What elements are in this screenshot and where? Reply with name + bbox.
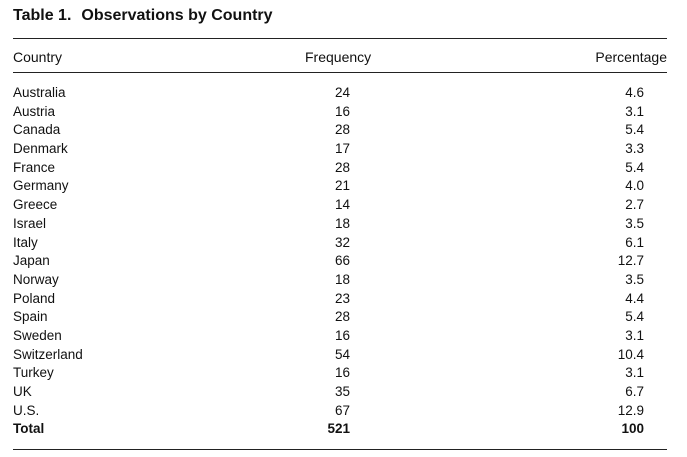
percentage-cell: 4.4 bbox=[625, 290, 644, 306]
percentage-cell: 10.4 bbox=[617, 346, 644, 362]
frequency-cell: 21 bbox=[334, 178, 350, 194]
country-cell: Denmark bbox=[13, 141, 68, 157]
table-row: Poland 23 4.4 bbox=[0, 290, 687, 309]
country-cell: U.S. bbox=[13, 402, 40, 418]
header-country: Country bbox=[13, 49, 63, 65]
table-row: Japan 66 12.7 bbox=[0, 252, 687, 271]
frequency-cell: 16 bbox=[334, 365, 350, 381]
country-cell: Switzerland bbox=[13, 346, 83, 362]
table-row: Switzerland 54 10.4 bbox=[0, 346, 687, 365]
frequency-cell: 16 bbox=[334, 103, 350, 119]
table-row: Austria 16 3.1 bbox=[0, 103, 687, 122]
header-frequency: Frequency bbox=[305, 49, 372, 65]
table-number: Table 1. bbox=[13, 7, 72, 24]
country-cell: France bbox=[13, 159, 56, 175]
table-row: Australia 24 4.6 bbox=[0, 84, 687, 103]
table-row: Denmark 17 3.3 bbox=[0, 140, 687, 159]
table-row: Canada 28 5.4 bbox=[0, 121, 687, 140]
frequency-cell: 28 bbox=[334, 309, 350, 325]
table-title: Table 1. Observations by Country bbox=[13, 7, 273, 25]
percentage-cell: 3.5 bbox=[625, 215, 644, 231]
table-row: Spain 28 5.4 bbox=[0, 308, 687, 327]
country-cell: Canada bbox=[13, 122, 61, 138]
bottom-rule bbox=[13, 449, 667, 450]
country-cell: Italy bbox=[13, 234, 38, 250]
top-rule bbox=[13, 38, 667, 39]
total-label: Total bbox=[13, 421, 45, 437]
percentage-cell: 4.6 bbox=[625, 85, 644, 100]
percentage-cell: 6.7 bbox=[625, 384, 644, 399]
percentage-cell: 3.3 bbox=[625, 141, 644, 157]
table-row: Germany 21 4.0 bbox=[0, 177, 687, 196]
table-row: U.S. 67 12.9 bbox=[0, 402, 687, 421]
header-rule bbox=[13, 72, 667, 73]
header-percentage: Percentage bbox=[595, 49, 667, 65]
total-percentage: 100 bbox=[621, 421, 644, 437]
table-body: Australia 24 4.6 Austria 16 3.1 Canada 28 5.4 … bbox=[0, 84, 687, 439]
frequency-cell: 54 bbox=[334, 346, 350, 362]
table-row: France 28 5.4 bbox=[0, 159, 687, 178]
frequency-cell: 18 bbox=[334, 271, 350, 287]
country-cell: Australia bbox=[13, 85, 66, 100]
frequency-cell: 35 bbox=[334, 384, 350, 399]
country-cell: Turkey bbox=[13, 365, 54, 381]
frequency-cell: 18 bbox=[334, 215, 350, 231]
percentage-cell: 5.4 bbox=[625, 159, 644, 175]
frequency-cell: 67 bbox=[334, 402, 350, 418]
frequency-cell: 28 bbox=[334, 122, 350, 138]
frequency-cell: 66 bbox=[334, 253, 350, 269]
percentage-cell: 3.1 bbox=[625, 365, 644, 381]
table-row: Turkey 16 3.1 bbox=[0, 364, 687, 383]
country-cell: Sweden bbox=[13, 327, 62, 343]
frequency-cell: 16 bbox=[334, 327, 350, 343]
country-cell: UK bbox=[13, 384, 32, 399]
country-cell: Norway bbox=[13, 271, 59, 287]
percentage-cell: 3.5 bbox=[625, 271, 644, 287]
frequency-cell: 17 bbox=[334, 141, 350, 157]
country-cell: Poland bbox=[13, 290, 56, 306]
table-row: UK 35 6.7 bbox=[0, 383, 687, 402]
percentage-cell: 5.4 bbox=[625, 309, 644, 325]
total-frequency: 521 bbox=[327, 421, 350, 437]
country-cell: Greece bbox=[13, 197, 58, 213]
percentage-cell: 12.9 bbox=[617, 402, 644, 418]
percentage-cell: 5.4 bbox=[625, 122, 644, 138]
frequency-cell: 14 bbox=[334, 197, 350, 213]
country-cell: Germany bbox=[13, 178, 69, 194]
frequency-cell: 24 bbox=[334, 85, 350, 100]
total-row: Total 521 100 bbox=[0, 420, 687, 439]
percentage-cell: 4.0 bbox=[625, 178, 644, 194]
percentage-cell: 3.1 bbox=[625, 103, 644, 119]
table-row: Norway 18 3.5 bbox=[0, 271, 687, 290]
frequency-cell: 32 bbox=[334, 234, 350, 250]
table-row: Greece 14 2.7 bbox=[0, 196, 687, 215]
country-cell: Spain bbox=[13, 309, 48, 325]
frequency-cell: 28 bbox=[334, 159, 350, 175]
country-cell: Austria bbox=[13, 103, 56, 119]
country-cell: Israel bbox=[13, 215, 47, 231]
percentage-cell: 3.1 bbox=[625, 327, 644, 343]
percentage-cell: 2.7 bbox=[625, 197, 644, 213]
table-row: Italy 32 6.1 bbox=[0, 234, 687, 253]
percentage-cell: 6.1 bbox=[625, 234, 644, 250]
country-cell: Japan bbox=[13, 253, 50, 269]
table-row: Sweden 16 3.1 bbox=[0, 327, 687, 346]
frequency-cell: 23 bbox=[334, 290, 350, 306]
table-row: Israel 18 3.5 bbox=[0, 215, 687, 234]
percentage-cell: 12.7 bbox=[617, 253, 644, 269]
table-caption: Observations by Country bbox=[81, 7, 273, 24]
